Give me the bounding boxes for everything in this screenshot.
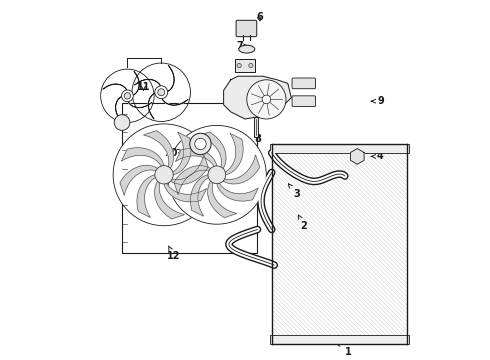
- Circle shape: [249, 63, 253, 68]
- Text: 7: 7: [236, 41, 248, 51]
- Polygon shape: [162, 98, 188, 105]
- Circle shape: [124, 93, 131, 99]
- Circle shape: [113, 124, 215, 226]
- Polygon shape: [128, 101, 152, 108]
- Bar: [235, 59, 255, 72]
- Circle shape: [237, 63, 241, 68]
- Polygon shape: [223, 76, 292, 119]
- Bar: [270, 144, 409, 153]
- Polygon shape: [223, 155, 260, 184]
- Polygon shape: [208, 181, 237, 217]
- Bar: [122, 103, 257, 253]
- Polygon shape: [173, 132, 191, 175]
- Polygon shape: [137, 175, 155, 217]
- Polygon shape: [175, 149, 217, 166]
- Polygon shape: [133, 71, 139, 95]
- FancyBboxPatch shape: [292, 96, 316, 107]
- Circle shape: [155, 86, 168, 99]
- Polygon shape: [148, 93, 155, 119]
- FancyBboxPatch shape: [292, 78, 316, 89]
- Circle shape: [208, 166, 226, 184]
- FancyBboxPatch shape: [236, 20, 257, 37]
- Circle shape: [195, 138, 206, 150]
- Polygon shape: [217, 183, 258, 201]
- Text: 3: 3: [289, 184, 300, 199]
- Polygon shape: [225, 134, 243, 175]
- Polygon shape: [164, 184, 207, 202]
- Circle shape: [262, 95, 270, 104]
- Circle shape: [158, 89, 165, 96]
- Circle shape: [114, 115, 130, 130]
- Polygon shape: [171, 154, 208, 184]
- Text: 10: 10: [165, 148, 182, 158]
- Polygon shape: [191, 175, 208, 216]
- Polygon shape: [120, 165, 158, 195]
- Circle shape: [190, 133, 211, 155]
- Text: 5: 5: [236, 64, 249, 74]
- Text: 2: 2: [298, 215, 307, 231]
- Polygon shape: [154, 181, 185, 219]
- Polygon shape: [144, 131, 173, 168]
- Polygon shape: [350, 149, 364, 164]
- Text: 1: 1: [332, 341, 352, 357]
- Circle shape: [247, 80, 286, 119]
- Circle shape: [168, 125, 266, 224]
- Ellipse shape: [239, 45, 255, 53]
- Text: 8: 8: [254, 134, 261, 144]
- Polygon shape: [116, 96, 122, 120]
- Text: 9: 9: [371, 96, 384, 106]
- Bar: [270, 334, 409, 343]
- Polygon shape: [134, 79, 161, 86]
- Polygon shape: [103, 84, 127, 90]
- Circle shape: [122, 90, 133, 102]
- Text: 4: 4: [371, 152, 384, 161]
- Text: 12: 12: [167, 246, 180, 261]
- Polygon shape: [197, 132, 226, 168]
- Text: 11: 11: [137, 82, 150, 92]
- Text: 6: 6: [256, 13, 263, 22]
- Polygon shape: [167, 66, 174, 92]
- Polygon shape: [122, 148, 164, 166]
- Circle shape: [155, 166, 173, 184]
- Polygon shape: [174, 166, 211, 195]
